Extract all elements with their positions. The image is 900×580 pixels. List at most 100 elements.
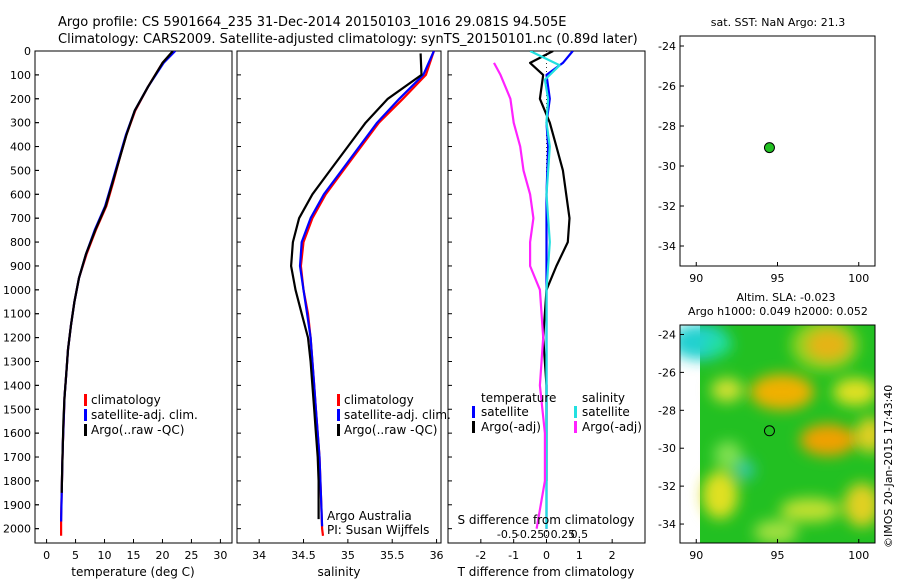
depth-tick-labels: 0 100 200 300 400 500 600 700 800 900 1000 1100 1200… <box>3 45 39 536</box>
t-tick-label: 0 <box>543 549 550 562</box>
depth-tick-label: 0 <box>24 45 31 58</box>
depth-tick-label: 1600 <box>3 427 31 440</box>
legend-argo: Argo(..raw -QC) <box>344 423 437 437</box>
credit-pi: PI: Susan Wijffels <box>327 523 429 537</box>
x-tick-label: 100 <box>848 549 869 562</box>
legend-climatology: climatology <box>344 393 414 407</box>
depth-tick-label: 1200 <box>3 332 31 345</box>
legend-satellite-adj: satellite-adj. clim. <box>91 408 198 422</box>
depth-tick-label: 200 <box>10 93 31 106</box>
y-tick-label: -34 <box>658 518 676 531</box>
t-tick-label: 1 <box>576 549 583 562</box>
x-tick-label: 20 <box>155 549 169 562</box>
altimetry-title-1: Altim. SLA: -0.023 <box>736 291 835 304</box>
y-tick-label: -28 <box>658 120 676 133</box>
x-tick-label: 10 <box>98 549 112 562</box>
s-tick-label: -0.25 <box>516 528 544 541</box>
depth-tick-label: 300 <box>10 117 31 130</box>
temperature-axes-frame <box>34 50 233 544</box>
x-tick-label: 35 <box>341 549 355 562</box>
legend-swatch-satellite <box>337 409 340 421</box>
y-tick-label: -26 <box>658 366 676 379</box>
salinity-series <box>290 51 435 536</box>
x-tick-label: 34.5 <box>291 549 316 562</box>
location-map-title: sat. SST: NaN Argo: 21.3 <box>711 16 845 29</box>
t-tick-label: 2 <box>609 549 616 562</box>
legend-sal-argo: Argo(-adj) <box>582 420 642 434</box>
salinity-tick-labels: 34 34.5 35 35.5 36 <box>237 50 444 562</box>
legend-swatch-satellite <box>84 409 87 421</box>
x-tick-label: 25 <box>184 549 198 562</box>
legend-swatch-argo <box>337 424 340 436</box>
legend-swatch-temp-argo <box>472 421 475 433</box>
legend-swatch-climatology <box>337 394 340 406</box>
altimetry-map-panel: Altim. SLA: -0.023 Argo h1000: 0.049 h20… <box>658 291 876 562</box>
legend-heading-salinity: salinity <box>582 391 625 405</box>
legend-swatch-sal-argo <box>574 421 577 433</box>
location-map-panel: sat. SST: NaN Argo: 21.3 90 95 100 -24 -26 -2… <box>658 16 876 285</box>
temperature-tick-labels: 0 5 10 15 20 25 30 <box>35 50 227 562</box>
series-line-climatology <box>299 51 435 536</box>
y-tick-label: -24 <box>658 40 676 53</box>
imos-stamp: ©IMOS 20-Jan-2015 17:43:40 <box>882 385 895 548</box>
difference-tick-labels: -2 -1 0 1 2-0.5-0.250 0.250.5 <box>448 50 616 562</box>
x-tick-label: 0 <box>43 549 50 562</box>
argo-altimetry-marker <box>763 425 775 437</box>
temperature-xlabel: temperature (deg C) <box>71 565 194 579</box>
depth-tick-label: 1800 <box>3 475 31 488</box>
x-tick-label: 34 <box>252 549 266 562</box>
x-tick-label: 15 <box>127 549 141 562</box>
legend-swatch-climatology <box>84 394 87 406</box>
y-tick-label: -24 <box>658 328 676 341</box>
depth-tick-label: 1500 <box>3 403 31 416</box>
difference-panel: -2 -1 0 1 2-0.5-0.250 0.250.5 T difference fr… <box>447 50 646 579</box>
header-line1: Argo profile: CS 5901664_235 31-Dec-2014… <box>58 15 566 30</box>
temperature-legend: climatology satellite-adj. clim. Argo(..… <box>84 393 198 437</box>
x-tick-label: 90 <box>689 272 703 285</box>
location-map-frame <box>679 35 876 267</box>
argo-location-marker <box>763 142 775 154</box>
x-tick-label: 36 <box>430 549 444 562</box>
legend-temp-satellite: satellite <box>481 405 529 419</box>
sla-heatmap <box>680 325 875 543</box>
s-tick-label: -0.5 <box>497 528 518 541</box>
difference-xlabel-T: T difference from climatology <box>457 565 635 579</box>
y-tick-label: -30 <box>658 160 676 173</box>
s-tick-label: 0.25 <box>551 528 576 541</box>
depth-tick-label: 800 <box>10 236 31 249</box>
credit-org: Argo Australia <box>327 509 412 523</box>
y-tick-label: -26 <box>658 80 676 93</box>
t-tick-label: -1 <box>508 549 519 562</box>
y-tick-label: -32 <box>658 200 676 213</box>
s-tick-label: 0 <box>543 528 550 541</box>
y-tick-label: -30 <box>658 442 676 455</box>
series-line-argo-raw-qc- <box>60 51 174 493</box>
t-tick-label: -2 <box>475 549 486 562</box>
temperature-panel: 0100200300400500600700800900100011001200… <box>3 45 233 579</box>
depth-tick-label: 500 <box>10 164 31 177</box>
series-line-salinity-argo-adj- <box>493 62 547 529</box>
header-line2: Climatology: CARS2009. Satellite-adjuste… <box>58 32 638 47</box>
x-tick-label: 95 <box>771 549 785 562</box>
difference-xlabel-S: S difference from climatology <box>458 513 635 527</box>
legend-swatch-sal-satellite <box>574 406 577 418</box>
depth-tick-label: 100 <box>10 69 31 82</box>
legend-heading-temperature: temperature <box>481 391 556 405</box>
x-tick-label: 35.5 <box>380 549 405 562</box>
depth-tick-label: 1700 <box>3 451 31 464</box>
depth-tick-label: 700 <box>10 212 31 225</box>
depth-tick-label: 1900 <box>3 499 31 512</box>
depth-tick-label: 600 <box>10 188 31 201</box>
location-map-tick-labels: 90 95 100 -24 -26 -28 -30 -32 -34 <box>658 40 869 285</box>
difference-series <box>493 51 574 529</box>
x-tick-label: 95 <box>771 272 785 285</box>
legend-sal-satellite: satellite <box>582 405 630 419</box>
legend-swatch-temp-satellite <box>472 406 475 418</box>
s-tick-label: 0.5 <box>571 528 589 541</box>
legend-climatology: climatology <box>91 393 161 407</box>
depth-tick-label: 900 <box>10 260 31 273</box>
x-tick-label: 90 <box>689 549 703 562</box>
depth-tick-label: 1400 <box>3 379 31 392</box>
